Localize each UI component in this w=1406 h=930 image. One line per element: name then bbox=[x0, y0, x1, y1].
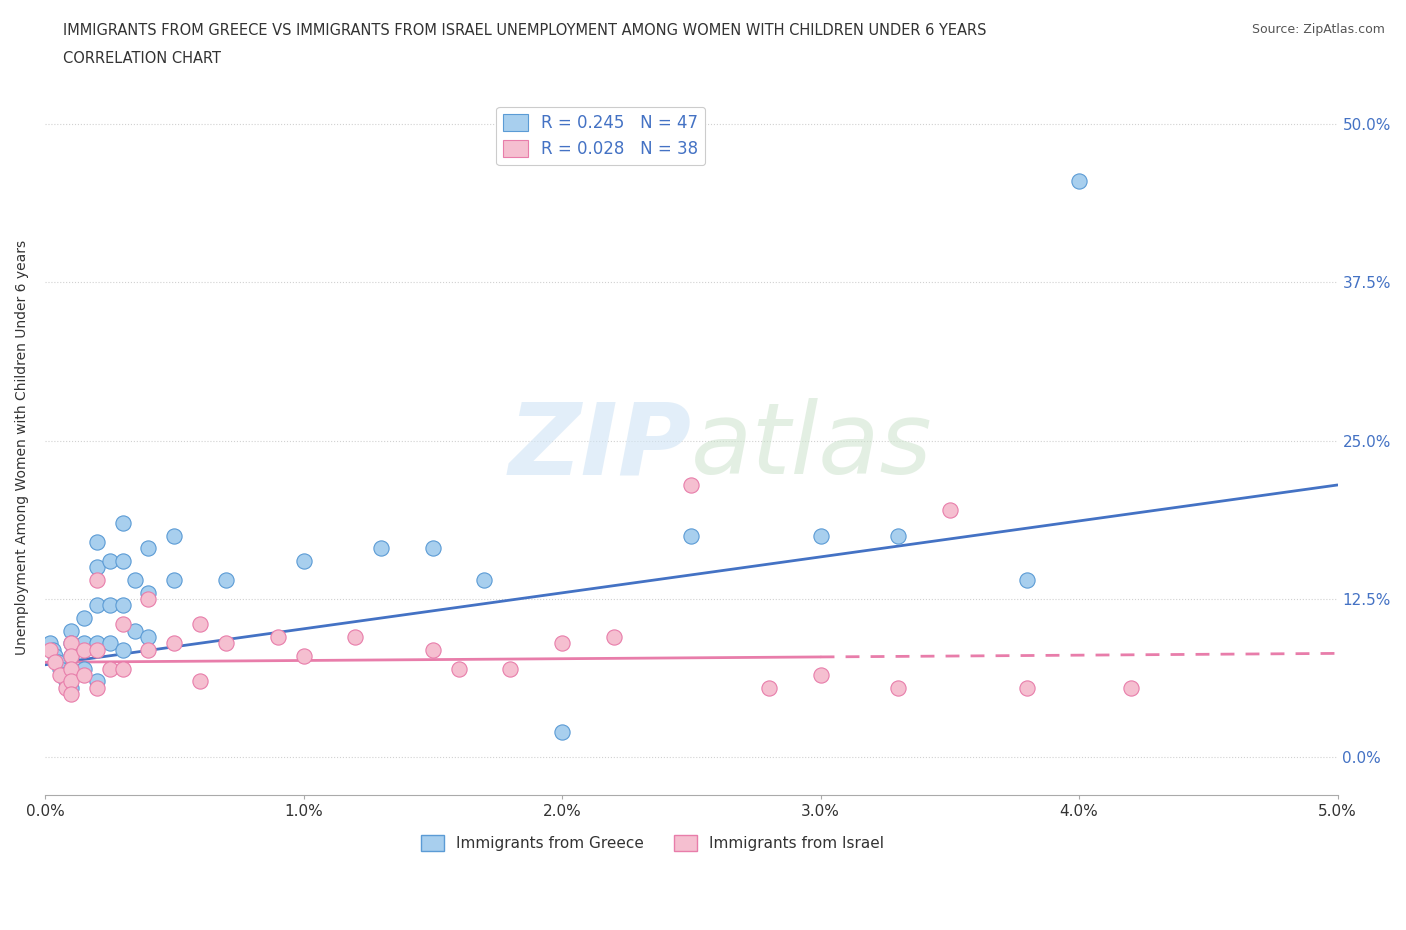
Point bbox=[59, 668, 82, 683]
Point bbox=[810, 668, 832, 683]
Point bbox=[73, 636, 96, 651]
Point bbox=[887, 680, 910, 695]
Point bbox=[1119, 680, 1142, 695]
Point bbox=[111, 553, 134, 568]
Point bbox=[163, 573, 186, 588]
Point bbox=[46, 655, 69, 670]
Point bbox=[52, 668, 75, 683]
Point bbox=[810, 528, 832, 543]
Point bbox=[603, 630, 626, 644]
Point bbox=[42, 642, 65, 657]
Point bbox=[59, 686, 82, 701]
Point bbox=[422, 642, 444, 657]
Text: IMMIGRANTS FROM GREECE VS IMMIGRANTS FROM ISRAEL UNEMPLOYMENT AMONG WOMEN WITH C: IMMIGRANTS FROM GREECE VS IMMIGRANTS FRO… bbox=[63, 23, 987, 38]
Point bbox=[370, 541, 392, 556]
Point bbox=[163, 636, 186, 651]
Point bbox=[422, 541, 444, 556]
Point bbox=[138, 630, 160, 644]
Point bbox=[44, 648, 66, 663]
Y-axis label: Unemployment Among Women with Children Under 6 years: Unemployment Among Women with Children U… bbox=[15, 239, 30, 655]
Point bbox=[111, 642, 134, 657]
Point bbox=[59, 661, 82, 676]
Point bbox=[39, 642, 62, 657]
Point bbox=[86, 560, 108, 575]
Point bbox=[447, 661, 470, 676]
Point bbox=[887, 528, 910, 543]
Point bbox=[98, 553, 121, 568]
Point bbox=[59, 674, 82, 689]
Point bbox=[266, 630, 288, 644]
Point bbox=[86, 535, 108, 550]
Point bbox=[681, 528, 703, 543]
Point bbox=[474, 573, 496, 588]
Point bbox=[59, 661, 82, 676]
Point bbox=[59, 680, 82, 695]
Point bbox=[98, 598, 121, 613]
Point bbox=[551, 724, 574, 739]
Point bbox=[138, 642, 160, 657]
Text: Source: ZipAtlas.com: Source: ZipAtlas.com bbox=[1251, 23, 1385, 36]
Point bbox=[59, 636, 82, 651]
Point bbox=[124, 573, 146, 588]
Text: atlas: atlas bbox=[692, 398, 934, 496]
Point bbox=[163, 528, 186, 543]
Point bbox=[138, 585, 160, 600]
Point bbox=[86, 680, 108, 695]
Point bbox=[499, 661, 522, 676]
Point bbox=[55, 680, 77, 695]
Point bbox=[98, 636, 121, 651]
Point bbox=[292, 648, 315, 663]
Point bbox=[55, 674, 77, 689]
Point bbox=[86, 598, 108, 613]
Point bbox=[292, 553, 315, 568]
Point bbox=[111, 598, 134, 613]
Point bbox=[44, 655, 66, 670]
Point bbox=[73, 642, 96, 657]
Point bbox=[188, 617, 211, 631]
Point bbox=[111, 661, 134, 676]
Point bbox=[59, 648, 82, 663]
Point bbox=[59, 648, 82, 663]
Point bbox=[73, 610, 96, 625]
Point bbox=[344, 630, 367, 644]
Point bbox=[1069, 174, 1091, 189]
Text: CORRELATION CHART: CORRELATION CHART bbox=[63, 51, 221, 66]
Point bbox=[1017, 573, 1039, 588]
Point bbox=[215, 636, 238, 651]
Point bbox=[49, 661, 72, 676]
Point bbox=[215, 573, 238, 588]
Point bbox=[58, 680, 80, 695]
Point bbox=[86, 573, 108, 588]
Point bbox=[59, 636, 82, 651]
Point bbox=[86, 642, 108, 657]
Point bbox=[111, 617, 134, 631]
Legend: Immigrants from Greece, Immigrants from Israel: Immigrants from Greece, Immigrants from … bbox=[415, 829, 890, 857]
Text: ZIP: ZIP bbox=[509, 398, 692, 496]
Point bbox=[1017, 680, 1039, 695]
Point bbox=[758, 680, 780, 695]
Point bbox=[86, 636, 108, 651]
Point bbox=[39, 636, 62, 651]
Point bbox=[681, 477, 703, 492]
Point bbox=[939, 503, 962, 518]
Point bbox=[124, 623, 146, 638]
Point bbox=[138, 541, 160, 556]
Point bbox=[59, 623, 82, 638]
Point bbox=[86, 674, 108, 689]
Point bbox=[551, 636, 574, 651]
Point bbox=[98, 661, 121, 676]
Point bbox=[73, 661, 96, 676]
Point bbox=[73, 668, 96, 683]
Point bbox=[111, 515, 134, 530]
Point bbox=[188, 674, 211, 689]
Point bbox=[138, 591, 160, 606]
Point bbox=[49, 668, 72, 683]
